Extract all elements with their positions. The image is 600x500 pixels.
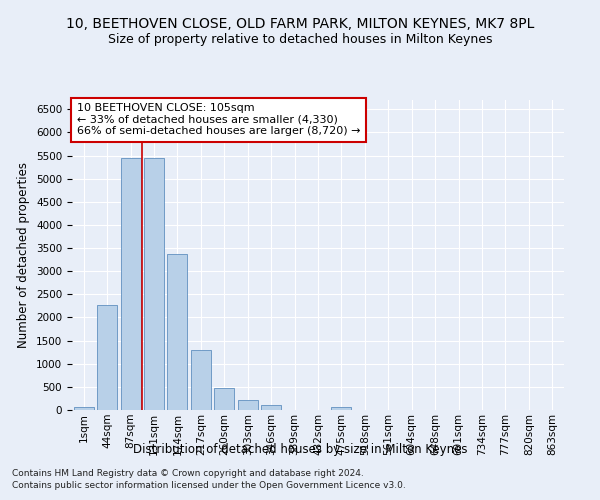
Text: Distribution of detached houses by size in Milton Keynes: Distribution of detached houses by size … <box>133 442 467 456</box>
Bar <box>74 407 94 410</box>
Bar <box>191 350 211 410</box>
Bar <box>144 158 164 410</box>
Y-axis label: Number of detached properties: Number of detached properties <box>17 162 31 348</box>
Bar <box>167 254 187 410</box>
Text: Contains public sector information licensed under the Open Government Licence v3: Contains public sector information licen… <box>12 481 406 490</box>
Text: 10 BEETHOVEN CLOSE: 105sqm
← 33% of detached houses are smaller (4,330)
66% of s: 10 BEETHOVEN CLOSE: 105sqm ← 33% of deta… <box>77 103 361 136</box>
Bar <box>97 304 117 410</box>
Text: Contains HM Land Registry data © Crown copyright and database right 2024.: Contains HM Land Registry data © Crown c… <box>12 468 364 477</box>
Bar <box>261 406 281 410</box>
Bar <box>238 400 257 410</box>
Bar <box>331 408 352 410</box>
Text: Size of property relative to detached houses in Milton Keynes: Size of property relative to detached ho… <box>108 32 492 46</box>
Text: 10, BEETHOVEN CLOSE, OLD FARM PARK, MILTON KEYNES, MK7 8PL: 10, BEETHOVEN CLOSE, OLD FARM PARK, MILT… <box>66 18 534 32</box>
Bar <box>121 158 140 410</box>
Bar <box>214 388 234 410</box>
